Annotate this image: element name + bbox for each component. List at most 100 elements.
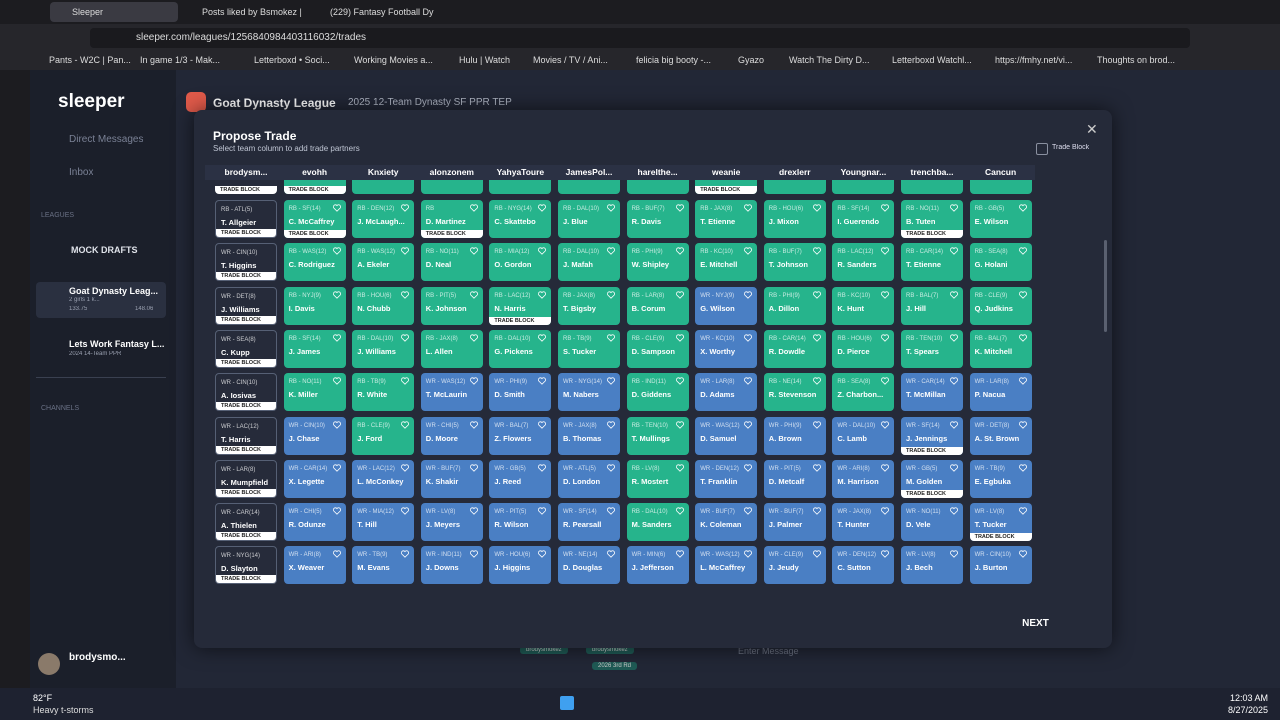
player-card[interactable]: RB - PHI(9) A. Dillon [763, 286, 826, 325]
heart-icon[interactable] [1018, 247, 1027, 256]
player-card[interactable]: WR - SF(14) J. Jennings TRADE BLOCK [901, 416, 963, 455]
player-card[interactable]: RB - LAR(8) B. Corum [626, 286, 689, 325]
player-card[interactable]: RB - SF(14) C. McCaffrey TRADE BLOCK [283, 200, 346, 238]
heart-icon[interactable] [332, 291, 341, 299]
player-card[interactable]: RB - BAL(7) J. Hill [901, 286, 963, 325]
heart-icon[interactable] [950, 291, 958, 299]
player-card[interactable]: RB - DAL(10) J. Williams [352, 329, 415, 368]
player-card[interactable]: RB - SEA(8) G. Holani [969, 243, 1032, 282]
player-card[interactable]: WR - CIN(10) J. Chase [283, 416, 346, 455]
tab-title[interactable]: Posts liked by Bsmokez | [202, 7, 302, 17]
player-card[interactable]: WR - SEA(8) C. Kupp TRADE BLOCK [215, 329, 277, 368]
heart-icon[interactable] [607, 464, 615, 472]
player-card[interactable]: WR - LAR(8) K. Mumpfield TRADE BLOCK [215, 459, 277, 498]
player-card[interactable]: WR - CIN(10) T. Higgins TRADE BLOCK [215, 243, 277, 282]
player-card[interactable]: WR - BAL(7) Z. Flowers [489, 416, 552, 455]
heart-icon[interactable] [812, 420, 821, 429]
heart-icon[interactable] [538, 464, 547, 472]
player-card[interactable]: WR - PHI(9) D. Smith [489, 373, 552, 412]
player-card[interactable]: WR - CIN(10) J. Burton [969, 546, 1032, 585]
player-card[interactable]: WR - NE(14) D. Douglas [558, 546, 620, 585]
player-card[interactable]: RB - ATL(5) T. Allgeier TRADE BLOCK [215, 200, 277, 238]
player-card[interactable]: RB - CLE(9) D. Sampson [626, 329, 689, 368]
heart-icon[interactable] [332, 550, 341, 559]
player-card[interactable]: WR - MIA(12) T. Hill [352, 503, 415, 542]
player-card[interactable]: RB - CLE(9) J. Ford [352, 416, 415, 455]
heart-icon[interactable] [332, 377, 341, 385]
player-card[interactable]: RB - HOU(6) J. Mixon [763, 200, 826, 238]
column-header[interactable]: brodysm... [224, 167, 268, 177]
player-card[interactable]: WR - LV(8) J. Bech [901, 546, 963, 585]
heart-icon[interactable] [1018, 291, 1027, 299]
player-card[interactable]: RB - DEN(12) J. McLaugh... [352, 200, 415, 238]
player-card[interactable]: WR - PIT(5) R. Wilson [489, 503, 552, 542]
heart-icon[interactable] [812, 291, 821, 299]
player-card[interactable]: RB - NYJ(9) I. Davis [283, 286, 346, 325]
heart-icon[interactable] [1018, 550, 1027, 559]
player-card[interactable]: RB - MIA(12) O. Gordon [489, 243, 552, 282]
player-card[interactable]: WR - NO(11) D. Vele [901, 503, 963, 542]
player-card[interactable]: WR - DET(8) A. St. Brown [969, 416, 1032, 455]
player-card[interactable]: WR - GB(5) J. Reed [489, 459, 552, 498]
heart-icon[interactable] [744, 247, 753, 256]
league-name[interactable]: Lets Work Fantasy L... [69, 339, 165, 349]
player-card[interactable]: WR - CHI(5) R. Odunze [283, 503, 346, 542]
column-header[interactable]: JamesPol... [565, 167, 613, 177]
player-card[interactable]: WR - LAR(8) D. Adams [695, 373, 758, 412]
player-card[interactable]: RB - CAR(14) R. Dowdle [763, 329, 826, 368]
heart-icon[interactable] [881, 464, 890, 472]
heart-icon[interactable] [469, 377, 478, 385]
heart-icon[interactable] [812, 550, 821, 559]
player-card[interactable]: WR - JAX(8) B. Thomas [558, 416, 620, 455]
player-card[interactable]: WR - LV(8) J. Meyers [420, 503, 483, 542]
heart-icon[interactable] [950, 204, 958, 212]
heart-icon[interactable] [332, 420, 341, 429]
next-label[interactable]: NEXT [1022, 618, 1049, 629]
heart-icon[interactable] [332, 464, 341, 472]
player-card[interactable]: WR - BUF(7) J. Palmer [763, 503, 826, 542]
heart-icon[interactable] [607, 334, 615, 342]
heart-icon[interactable] [744, 464, 753, 472]
heart-icon[interactable] [881, 247, 890, 256]
heart-icon[interactable] [812, 204, 821, 212]
player-card[interactable]: RB - JAX(8) L. Allen [420, 329, 483, 368]
player-card[interactable]: RB - CAR(14) T. Etienne [901, 243, 963, 282]
heart-icon[interactable] [744, 377, 753, 385]
player-card[interactable]: WR - LAC(12) T. Harris TRADE BLOCK [215, 416, 277, 455]
player-card[interactable]: WR - SF(14) R. Pearsall [558, 503, 620, 542]
heart-icon[interactable] [950, 420, 958, 429]
player-card[interactable]: RB - CLE(9) Q. Judkins [969, 286, 1032, 325]
heart-icon[interactable] [675, 464, 684, 472]
heart-icon[interactable] [469, 507, 478, 515]
nav-item[interactable]: Inbox [69, 167, 94, 178]
player-card[interactable]: WR - ARI(8) M. Harrison [832, 459, 895, 498]
player-card[interactable]: WR - BUF(7) K. Shakir [420, 459, 483, 498]
heart-icon[interactable] [812, 377, 821, 385]
tab-title[interactable]: (229) Fantasy Football Dy [330, 7, 434, 17]
player-card[interactable]: RB - LV(8) R. Mostert [626, 459, 689, 498]
heart-icon[interactable] [538, 204, 547, 212]
heart-icon[interactable] [881, 507, 890, 515]
bookmark[interactable]: Watch The Dirty D... [789, 55, 870, 65]
heart-icon[interactable] [469, 291, 478, 299]
player-card[interactable]: WR - DEN(12) T. Franklin [695, 459, 758, 498]
heart-icon[interactable] [401, 247, 410, 256]
player-card[interactable]: WR - WAS(12) D. Samuel [695, 416, 758, 455]
heart-icon[interactable] [744, 204, 753, 212]
column-header[interactable]: Cancun [985, 167, 1017, 177]
bookmark[interactable]: https://fmhy.net/vi... [995, 55, 1073, 65]
player-card[interactable]: RB - DAL(10) J. Blue [558, 200, 620, 238]
heart-icon[interactable] [538, 550, 547, 559]
heart-icon[interactable] [950, 507, 958, 515]
player-card[interactable]: WR - NYG(14) D. Slayton TRADE BLOCK [215, 546, 277, 585]
player-card[interactable]: RB - SF(14) I. Guerendo [832, 200, 895, 238]
heart-icon[interactable] [744, 334, 753, 342]
player-card[interactable]: RB - KC(10) E. Mitchell [695, 243, 758, 282]
player-card[interactable]: WR - PHI(9) A. Brown [763, 416, 826, 455]
heart-icon[interactable] [881, 334, 890, 342]
heart-icon[interactable] [469, 420, 478, 429]
column-header[interactable]: trenchba... [910, 167, 954, 177]
player-card[interactable]: RB - TEN(10) T. Mullings [626, 416, 689, 455]
trade-block-checkbox[interactable] [1036, 143, 1048, 155]
chat-input[interactable]: Enter Message [738, 646, 799, 656]
